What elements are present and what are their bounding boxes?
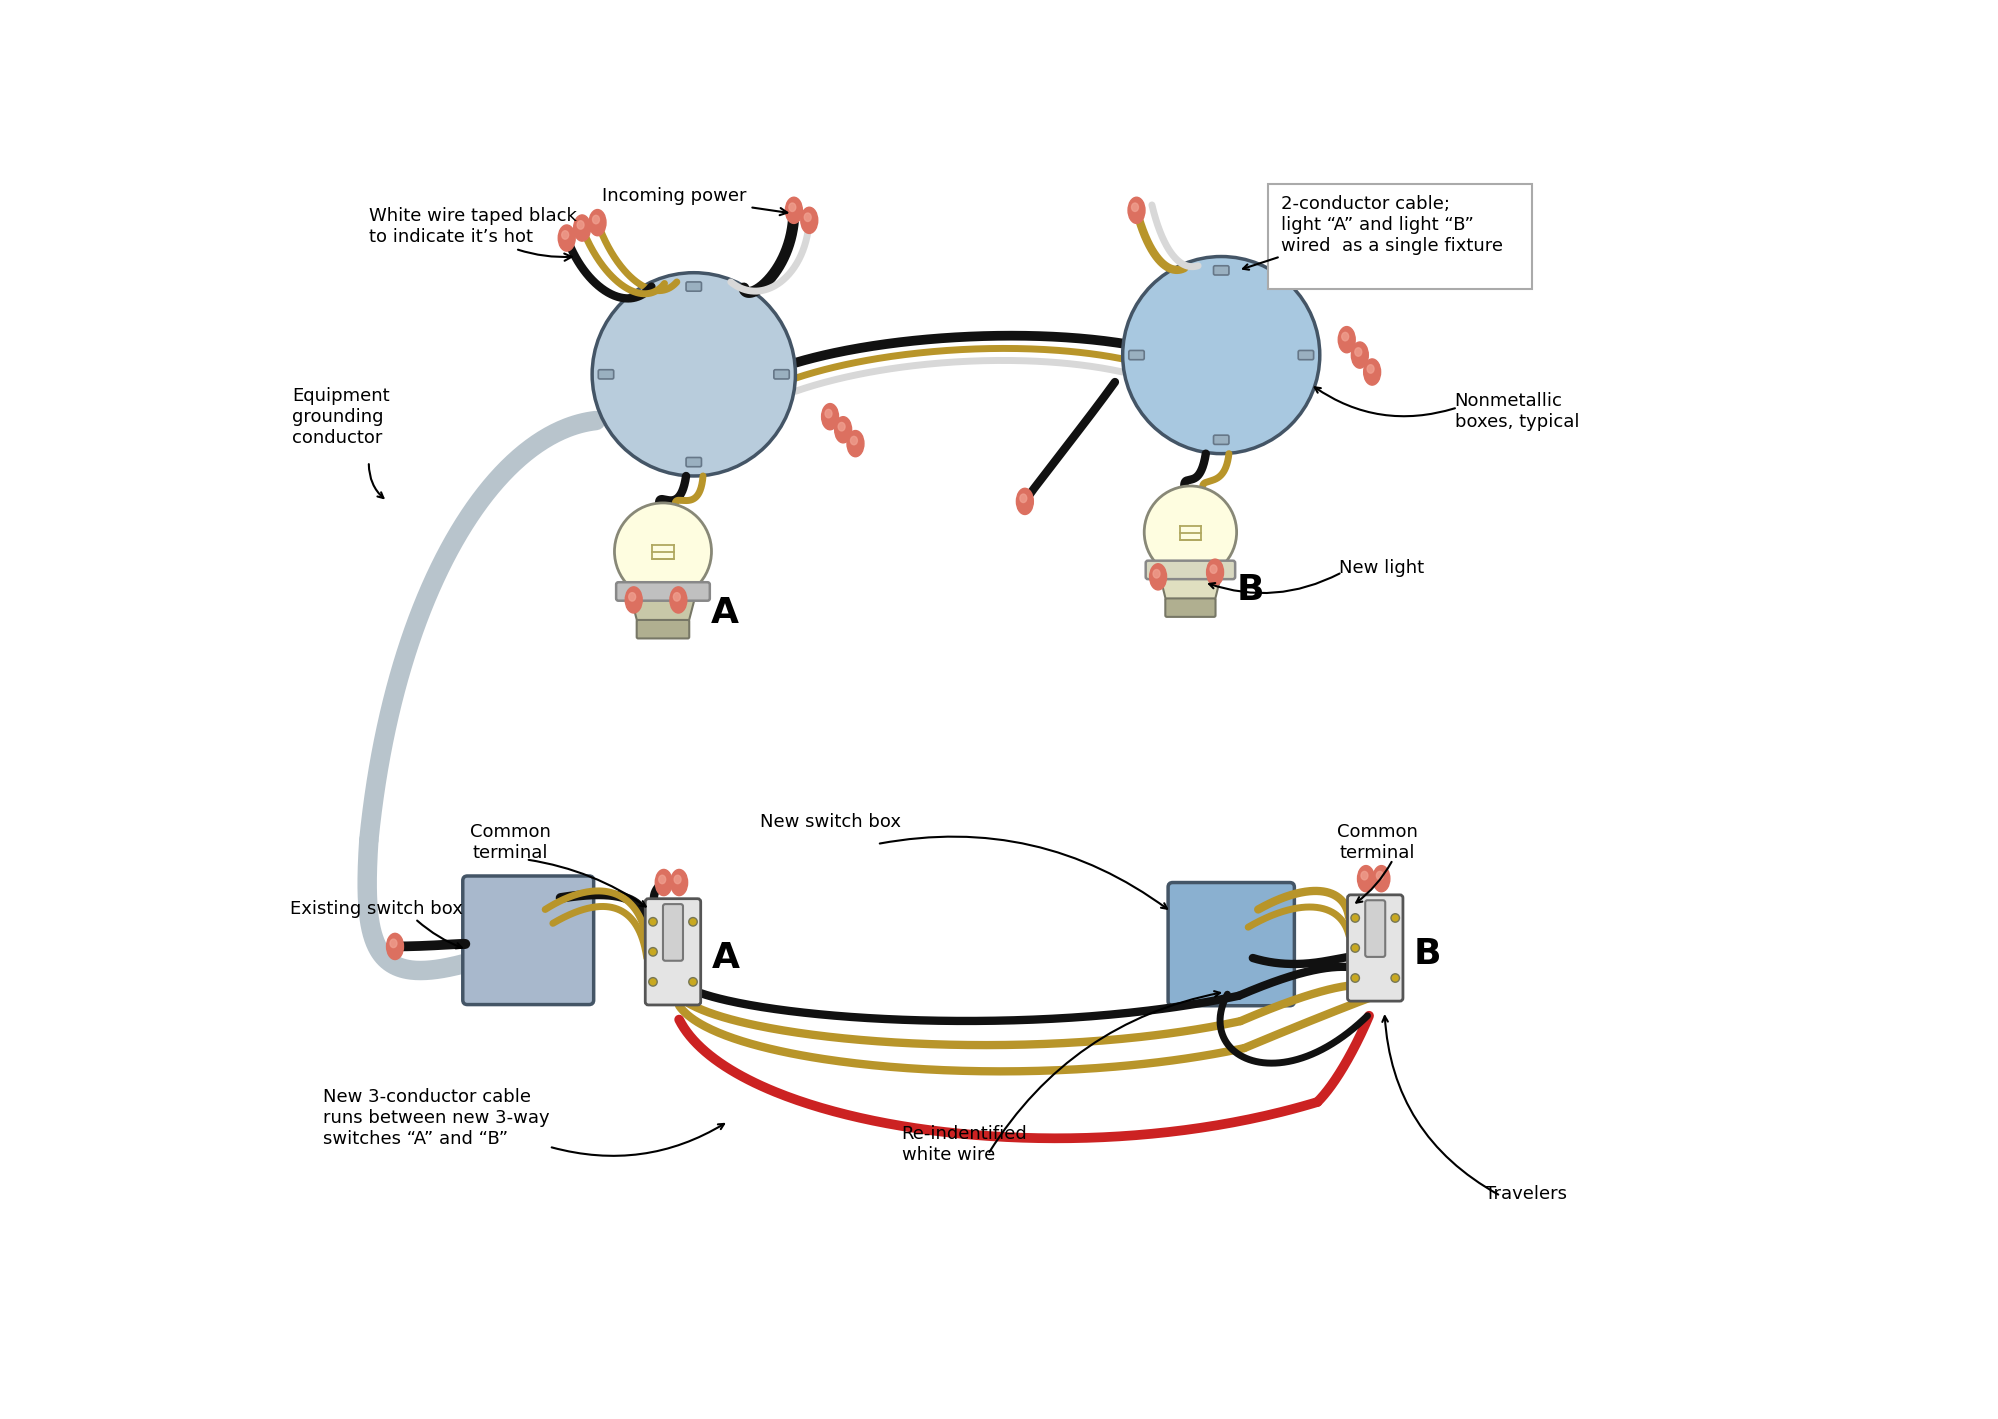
FancyBboxPatch shape [1167,883,1295,1006]
Ellipse shape [803,213,811,221]
Ellipse shape [1337,326,1355,353]
Circle shape [1149,498,1231,582]
FancyBboxPatch shape [1297,350,1313,359]
Circle shape [649,978,657,986]
Ellipse shape [1367,365,1373,373]
Ellipse shape [629,593,635,602]
Text: A: A [709,596,737,630]
Text: Travelers: Travelers [1485,1185,1566,1203]
FancyBboxPatch shape [1213,436,1229,444]
Text: 2-conductor cable;
light “A” and light “B”
wired  as a single fixture: 2-conductor cable; light “A” and light “… [1281,194,1502,254]
Ellipse shape [625,587,641,613]
Ellipse shape [789,203,795,211]
Ellipse shape [1153,569,1159,578]
Ellipse shape [659,876,665,884]
Ellipse shape [835,417,851,443]
Ellipse shape [673,876,681,884]
Ellipse shape [589,210,605,236]
Ellipse shape [1351,342,1367,368]
FancyBboxPatch shape [645,898,701,1005]
Ellipse shape [801,207,817,233]
Ellipse shape [669,587,687,613]
FancyBboxPatch shape [1145,561,1235,579]
FancyBboxPatch shape [1347,895,1403,1002]
FancyBboxPatch shape [1365,900,1385,956]
Circle shape [591,272,795,475]
Ellipse shape [847,430,863,457]
Ellipse shape [785,197,801,223]
Ellipse shape [673,593,679,602]
Text: New 3-conductor cable
runs between new 3-way
switches “A” and “B”: New 3-conductor cable runs between new 3… [322,1088,549,1148]
Circle shape [1391,973,1399,982]
Ellipse shape [849,436,857,444]
Ellipse shape [1149,563,1167,590]
Text: Existing switch box: Existing switch box [290,900,462,918]
Text: A: A [711,941,739,975]
FancyBboxPatch shape [773,370,789,379]
Circle shape [1391,914,1399,922]
FancyBboxPatch shape [1165,599,1215,617]
Ellipse shape [1361,871,1367,880]
Text: B: B [1237,573,1263,607]
Circle shape [1351,944,1359,952]
Ellipse shape [671,870,687,895]
Ellipse shape [821,403,837,430]
Ellipse shape [386,934,404,959]
FancyBboxPatch shape [685,457,701,467]
FancyBboxPatch shape [464,876,593,1005]
Ellipse shape [1355,348,1361,356]
Circle shape [1143,485,1237,579]
Circle shape [689,918,697,927]
FancyBboxPatch shape [685,282,701,291]
Text: Incoming power: Incoming power [601,187,787,216]
Ellipse shape [655,870,671,895]
Text: Common
terminal: Common terminal [470,823,551,861]
Ellipse shape [1363,359,1381,385]
Ellipse shape [557,226,575,251]
Circle shape [649,948,657,956]
FancyBboxPatch shape [597,370,613,379]
Text: Nonmetallic
boxes, typical: Nonmetallic boxes, typical [1455,392,1578,431]
Text: New light: New light [1339,559,1423,578]
FancyBboxPatch shape [637,620,689,639]
Ellipse shape [1015,488,1033,515]
Circle shape [619,515,705,603]
Circle shape [1351,914,1359,922]
Ellipse shape [1341,332,1349,341]
Polygon shape [1159,572,1221,607]
FancyBboxPatch shape [1129,350,1143,359]
Ellipse shape [1209,565,1217,573]
Polygon shape [629,593,695,629]
Text: Equipment
grounding
conductor: Equipment grounding conductor [292,387,390,447]
FancyBboxPatch shape [615,582,709,600]
Ellipse shape [577,221,583,230]
Ellipse shape [1357,866,1375,891]
Ellipse shape [591,216,599,224]
Ellipse shape [1131,203,1139,211]
Text: New switch box: New switch box [759,813,901,832]
Ellipse shape [837,423,845,431]
Circle shape [613,502,711,600]
Text: B: B [1413,937,1441,971]
Text: Re-indentified
white wire: Re-indentified white wire [901,1125,1027,1164]
FancyBboxPatch shape [663,904,683,961]
Ellipse shape [1207,559,1223,585]
Ellipse shape [573,214,589,241]
Circle shape [1351,973,1359,982]
Ellipse shape [561,231,567,240]
Ellipse shape [1373,866,1389,891]
Circle shape [649,918,657,927]
Text: Common
terminal: Common terminal [1337,823,1417,861]
Ellipse shape [1377,871,1383,880]
FancyBboxPatch shape [1213,265,1229,275]
Circle shape [1123,257,1319,454]
Ellipse shape [390,939,398,948]
Ellipse shape [1019,494,1027,502]
Text: White wire taped black
to indicate it’s hot: White wire taped black to indicate it’s … [370,207,575,261]
Ellipse shape [825,409,831,417]
FancyBboxPatch shape [1267,184,1532,289]
Ellipse shape [1127,197,1145,223]
Circle shape [689,978,697,986]
